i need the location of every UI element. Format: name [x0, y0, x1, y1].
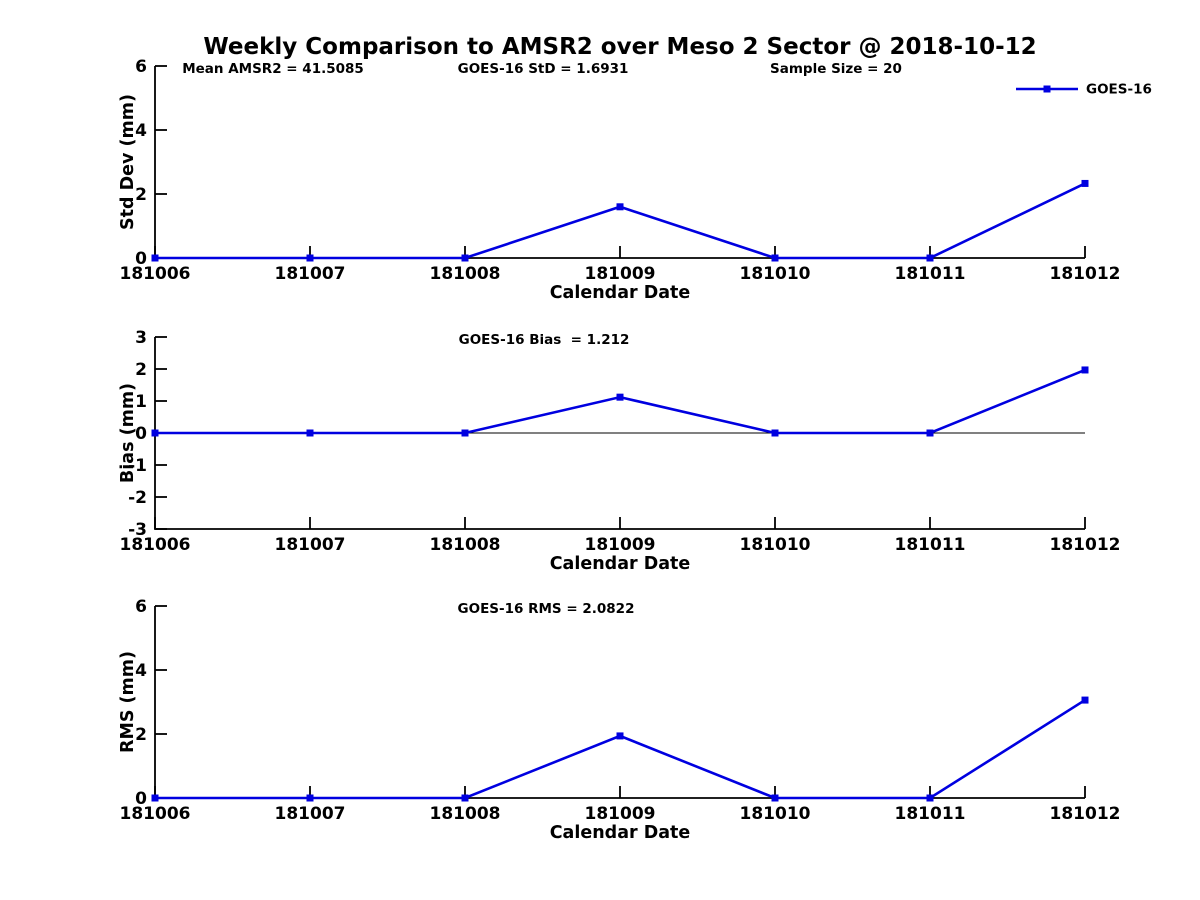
axis-spines — [154, 606, 1085, 799]
y-tick-label: 4 — [135, 121, 147, 141]
x-axis-label-std-dev: Calendar Date — [550, 283, 691, 303]
y-tick-label: 6 — [135, 57, 147, 77]
y-axis-label-std-dev: Std Dev (mm) — [118, 94, 138, 230]
y-tick-label: -3 — [128, 520, 147, 540]
data-point-marker — [306, 254, 314, 262]
data-point-marker — [1081, 696, 1089, 704]
x-tick-label: 181007 — [275, 264, 346, 284]
x-tick-label: 181010 — [740, 804, 811, 824]
x-tick-label: 181006 — [120, 804, 191, 824]
panel-rms: 0 2 4 6 181006 181007 181008 181009 181010 181011… — [120, 597, 1121, 824]
panel-bias: -3 -2 -1 0 1 2 3 181006 181007 181008 181009 181010… — [120, 328, 1121, 555]
x-tick-label: 181012 — [1050, 264, 1121, 284]
y-tick-label: 2 — [135, 725, 147, 745]
annotation: Mean AMSR2 = 41.5085 — [182, 61, 364, 77]
x-tick-label: 181009 — [585, 804, 656, 824]
data-point-marker — [771, 429, 779, 437]
data-point-marker — [926, 254, 934, 262]
y-tick-label: 1 — [135, 392, 147, 412]
y-tick-label: 2 — [135, 360, 147, 380]
annotation: GOES-16 StD = 1.6931 — [458, 61, 629, 77]
data-point-marker — [151, 429, 159, 437]
x-tick-label: 181009 — [585, 264, 656, 284]
y-tick-label: 0 — [135, 424, 147, 444]
x-tick-label: 181007 — [275, 535, 346, 555]
y-tick-label: 6 — [135, 597, 147, 617]
data-point-marker — [616, 203, 624, 211]
x-tick-label: 181006 — [120, 264, 191, 284]
data-point-marker — [306, 429, 314, 437]
x-tick-label: 181009 — [585, 535, 656, 555]
x-tick-label: 181010 — [740, 264, 811, 284]
data-point-marker — [1081, 179, 1089, 187]
x-axis-label-rms: Calendar Date — [550, 823, 691, 843]
panel-std-dev: 0 2 4 6 181006 181007 181008 181009 181010 181011… — [120, 57, 1121, 284]
annotation: GOES-16 Bias = 1.212 — [459, 332, 630, 348]
data-point-marker — [771, 794, 779, 802]
data-point-marker — [151, 794, 159, 802]
axis-spines — [154, 66, 1085, 259]
x-tick-label: 181011 — [895, 535, 966, 555]
data-line — [155, 698, 1086, 800]
y-tick-label: 2 — [135, 185, 147, 205]
x-tick-label: 181012 — [1050, 535, 1121, 555]
x-tick-label: 181012 — [1050, 804, 1121, 824]
y-tick-label: -1 — [128, 456, 147, 476]
y-tick-label: 0 — [135, 249, 147, 269]
annotation: GOES-16 RMS = 2.0822 — [458, 601, 635, 617]
data-point-marker — [461, 794, 469, 802]
data-point-marker — [926, 794, 934, 802]
data-point-marker — [306, 794, 314, 802]
y-tick-label: 0 — [135, 789, 147, 809]
annotation: Sample Size = 20 — [770, 61, 902, 77]
chart-title: Weekly Comparison to AMSR2 over Meso 2 S… — [203, 34, 1036, 60]
data-point-marker — [1081, 366, 1089, 374]
y-tick-label: 4 — [135, 661, 147, 681]
legend-label: GOES-16 — [1086, 82, 1152, 98]
x-tick-label: 181010 — [740, 535, 811, 555]
y-axis-label-bias: Bias (mm) — [118, 383, 138, 483]
x-axis-label-bias: Calendar Date — [550, 554, 691, 574]
data-point-marker — [926, 429, 934, 437]
data-point-marker — [616, 732, 624, 740]
legend: GOES-16 — [1016, 82, 1152, 98]
legend-marker-sample — [1043, 85, 1051, 93]
data-line — [155, 368, 1086, 435]
y-tick-label: -2 — [128, 488, 147, 508]
data-point-marker — [616, 393, 624, 401]
x-tick-label: 181008 — [430, 804, 501, 824]
data-point-marker — [461, 429, 469, 437]
x-tick-label: 181007 — [275, 804, 346, 824]
x-tick-label: 181011 — [895, 264, 966, 284]
y-axis-label-rms: RMS (mm) — [118, 651, 138, 753]
data-point-marker — [151, 254, 159, 262]
x-tick-label: 181008 — [430, 535, 501, 555]
y-tick-label: 3 — [135, 328, 147, 348]
data-point-marker — [771, 254, 779, 262]
data-point-marker — [461, 254, 469, 262]
x-tick-label: 181011 — [895, 804, 966, 824]
x-tick-label: 181008 — [430, 264, 501, 284]
x-tick-label: 181006 — [120, 535, 191, 555]
